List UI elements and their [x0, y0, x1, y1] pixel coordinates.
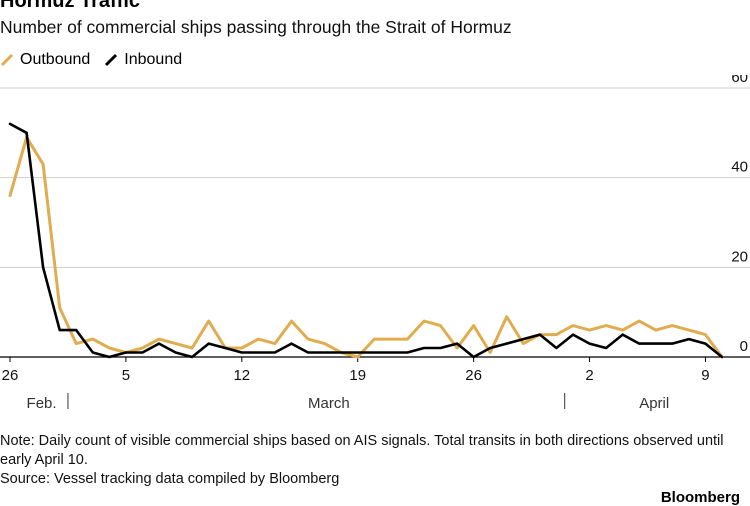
brand-logo-text: Bloomberg [660, 489, 740, 506]
series-line-inbound [8, 122, 724, 359]
x-tick-label-42: 9 [701, 367, 709, 384]
legend-label-inbound: Inbound [124, 51, 183, 68]
month-label-april: April [639, 395, 669, 412]
chart-source: Source: Vessel tracking data compiled by… [0, 471, 340, 487]
y-tick-label-60: 60 [731, 75, 748, 86]
legend-swatch-inbound [105, 53, 118, 67]
y-tick-label-0: 0 [740, 338, 748, 355]
month-label-march: March [308, 395, 350, 412]
series-line-outbound [8, 135, 724, 359]
line-chart: 0 20 40 60 26 5 12 19 26 2 9 Feb. March April [0, 75, 750, 412]
y-tick-label-40: 40 [731, 159, 748, 176]
legend-item-outbound: Outbound [0, 51, 90, 69]
x-tick-label-21: 19 [349, 367, 366, 384]
legend: Outbound Inbound [0, 51, 196, 69]
chart-note: Note: Daily count of visible commercial … [0, 433, 724, 468]
chart-subtitle: Number of commercial ships passing throu… [0, 17, 512, 37]
y-tick-label-20: 20 [731, 248, 748, 265]
legend-item-inbound: Inbound [104, 51, 182, 69]
month-label-feb: Feb. [27, 395, 57, 412]
legend-label-outbound: Outbound [20, 51, 91, 68]
x-tick-label-7: 5 [122, 367, 130, 384]
x-tick-label-14: 12 [233, 367, 250, 384]
x-tick-label-28: 26 [465, 367, 482, 384]
x-tick-label-0: 26 [2, 367, 19, 384]
legend-swatch-outbound [0, 53, 14, 67]
x-tick-label-35: 2 [585, 367, 593, 384]
chart-title: Hormuz Traffic [0, 0, 141, 12]
